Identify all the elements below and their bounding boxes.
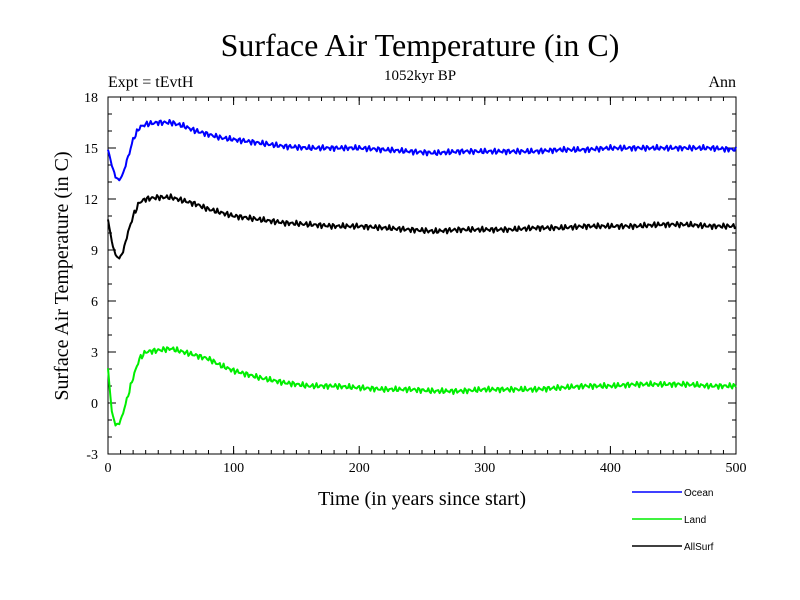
legend-label: Ocean <box>684 488 713 499</box>
y-axis-label: Surface Air Temperature (in C) <box>51 151 73 400</box>
x-tick-label: 300 <box>474 461 495 476</box>
x-tick-label: 400 <box>600 461 621 476</box>
series-lines <box>107 119 737 427</box>
legend-label: Land <box>684 515 706 526</box>
y-tick-label: 12 <box>84 193 98 208</box>
x-tick-label: 200 <box>349 461 370 476</box>
y-tick-label: -3 <box>86 448 98 463</box>
series-line-allsurf <box>107 193 737 260</box>
x-tick-label: 0 <box>105 461 112 476</box>
legend-label: AllSurf <box>684 542 714 553</box>
chart-title: Surface Air Temperature (in C) <box>221 27 620 63</box>
axis-ticks: 0 100 200 300 400 500 -3 0 3 6 9 12 15 18 <box>84 91 747 476</box>
legend: Ocean Land AllSurf <box>632 488 714 553</box>
x-tick-label: 100 <box>223 461 244 476</box>
series-line-ocean <box>107 119 737 182</box>
experiment-label: Expt = tEvtH <box>108 74 194 91</box>
y-tick-label: 0 <box>91 397 98 412</box>
y-tick-label: 15 <box>84 142 98 157</box>
season-label: Ann <box>708 74 736 91</box>
y-tick-label: 6 <box>91 295 98 310</box>
y-tick-label: 3 <box>91 346 98 361</box>
plot-frame <box>107 96 737 455</box>
y-tick-label: 18 <box>84 91 98 106</box>
chart-subtitle: 1052kyr BP <box>384 68 456 84</box>
y-tick-label: 9 <box>91 244 98 259</box>
series-line-land <box>107 346 737 427</box>
x-tick-label: 500 <box>726 461 747 476</box>
x-axis-label: Time (in years since start) <box>318 488 526 510</box>
